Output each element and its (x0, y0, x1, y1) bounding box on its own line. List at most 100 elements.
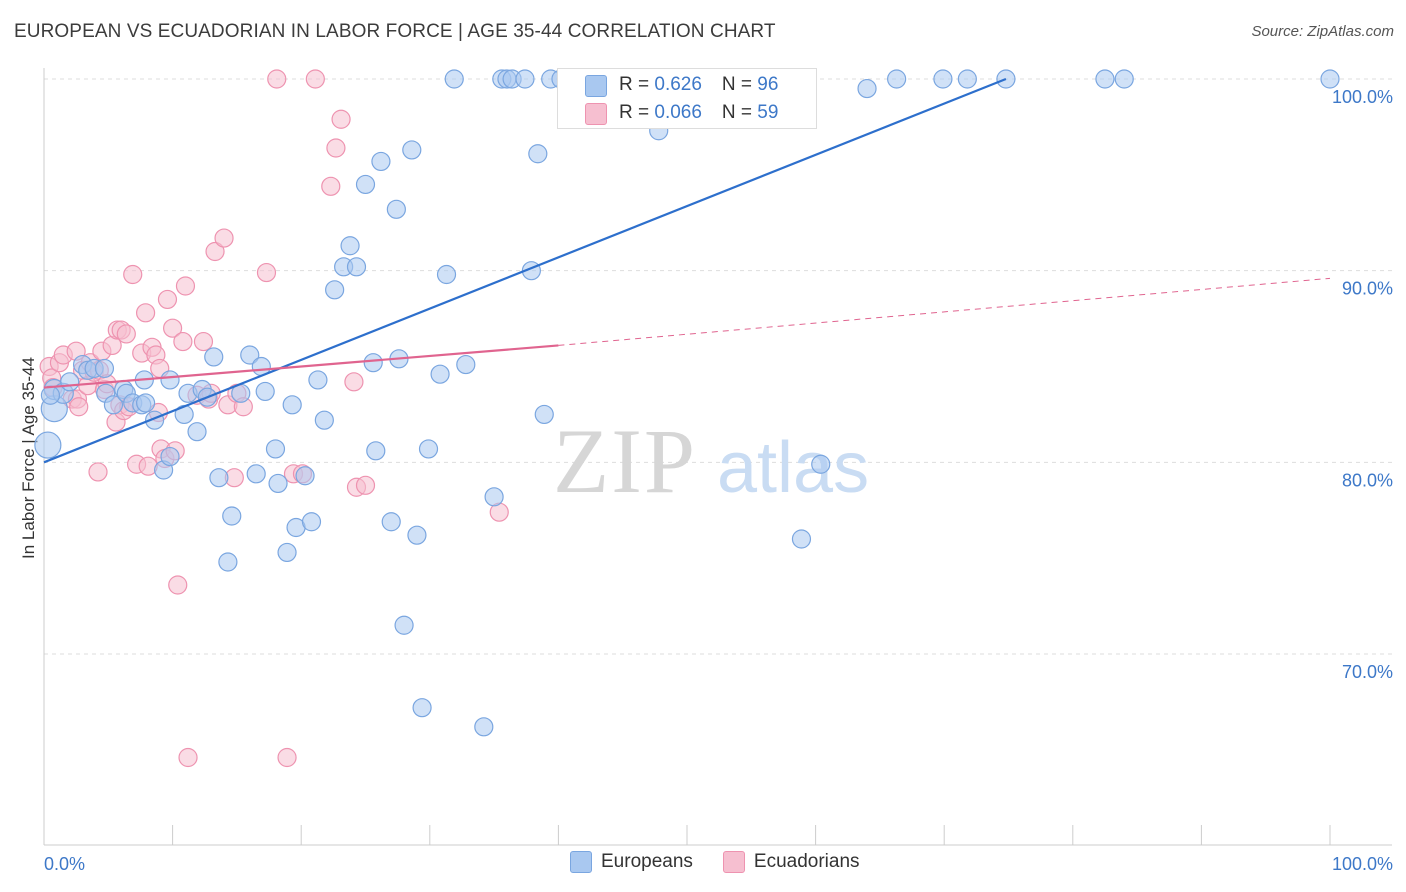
europeans-point (308, 370, 328, 390)
europeans-point (255, 381, 275, 402)
legend-stats-europeans: R = 0.626 N = 96 (619, 74, 778, 96)
ecuadorians-point (168, 575, 188, 595)
n-label: N = (721, 74, 758, 95)
ecuadorians-point (116, 324, 136, 344)
europeans-point (381, 512, 401, 532)
legend-stats-ecuadorians: R = 0.066 N = 59 (619, 102, 778, 124)
europeans-point (40, 385, 61, 405)
y-axis-label: In Labor Force | Age 35-44 (19, 357, 38, 559)
europeans-point (515, 69, 535, 89)
europeans-point (957, 69, 977, 89)
europeans-point (282, 395, 302, 415)
ecuadorians-point (175, 276, 196, 296)
europeans-point (34, 431, 62, 459)
y-tick-label: 80.0% (1342, 470, 1393, 490)
legend-swatch-ecuadorians (585, 103, 607, 125)
tick-labels: 100.0% 90.0% 80.0% 70.0% 0.0% 100.0% (44, 87, 1393, 874)
europeans-point (268, 473, 288, 494)
n-value: 59 (757, 102, 779, 123)
europeans-point (430, 364, 450, 384)
legend-swatch-ecuadorians (722, 851, 745, 873)
y-tick-label: 100.0% (1332, 87, 1393, 107)
legend-item-europeans[interactable]: Europeans (570, 851, 693, 873)
ecuadorians-point (178, 747, 198, 768)
ecuadorians-point (331, 109, 351, 129)
europeans-point (933, 69, 953, 89)
x-tick-label: 100.0% (1332, 854, 1393, 874)
ecuadorians-point (256, 262, 277, 283)
ecuadorians-point (69, 397, 89, 417)
ecuadorians-trend-extension (558, 277, 1331, 346)
legend-label-europeans: Europeans (601, 851, 693, 872)
europeans-point (277, 542, 297, 563)
europeans-point (295, 466, 315, 486)
ecuadorians-point (214, 228, 234, 248)
europeans-point (534, 404, 554, 425)
ecuadorians-point (321, 176, 341, 196)
ecuadorians-point (277, 747, 297, 768)
europeans-point (346, 257, 367, 277)
ecuadorians-point (267, 69, 287, 89)
europeans-point (204, 347, 224, 367)
ecuadorians-point (326, 138, 346, 158)
source-credit: Source: ZipAtlas.com (1251, 23, 1394, 40)
legend-label-ecuadorians: Ecuadorians (753, 851, 860, 872)
ecuadorians-point (173, 331, 193, 352)
legend-item-ecuadorians[interactable]: Ecuadorians (722, 851, 860, 873)
ecuadorians-point (157, 289, 178, 310)
europeans-point (103, 395, 124, 415)
europeans-point (412, 698, 432, 718)
ecuadorians-point (193, 331, 214, 352)
europeans-point (444, 69, 464, 89)
europeans-point (94, 358, 115, 379)
europeans-point (135, 393, 156, 413)
europeans-point (314, 410, 334, 430)
europeans-point (209, 468, 229, 488)
europeans-point (301, 512, 322, 532)
europeans-point (386, 199, 406, 219)
n-label: N = (721, 102, 758, 123)
legend-swatch-europeans (570, 851, 592, 873)
europeans-point (887, 69, 907, 89)
europeans-point (474, 717, 494, 737)
europeans-point (394, 615, 414, 635)
watermark-zip: ZIP (553, 410, 697, 512)
x-tick-label: 0.0% (44, 854, 85, 874)
europeans-point (340, 236, 360, 256)
y-tick-label: 90.0% (1342, 279, 1393, 299)
europeans-point (363, 353, 383, 373)
europeans-point (60, 372, 80, 392)
europeans-point (791, 529, 812, 549)
correlation-legend-content: R = 0.626 N = 96 R = 0.066 N = 59 (557, 68, 817, 129)
r-label: R = (619, 102, 655, 123)
n-value: 96 (757, 74, 779, 95)
series-legend: Europeans Ecuadorians (570, 851, 890, 873)
ecuadorians-points (39, 69, 509, 768)
legend-swatch-europeans (585, 75, 607, 97)
europeans-point (528, 144, 548, 164)
europeans-point (811, 454, 831, 474)
europeans-point (456, 354, 476, 375)
watermark-atlas: atlas (717, 428, 869, 508)
ecuadorians-point (355, 475, 376, 495)
europeans-point (436, 264, 457, 285)
europeans-point (1114, 69, 1134, 89)
correlation-legend (557, 68, 817, 129)
chart-title: EUROPEAN VS ECUADORIAN IN LABOR FORCE | … (14, 21, 776, 42)
europeans-point (857, 78, 877, 99)
europeans-point (240, 345, 260, 365)
y-tick-label: 70.0% (1342, 662, 1393, 682)
ecuadorians-point (135, 303, 156, 323)
r-value: 0.626 (654, 74, 702, 95)
ecuadorians-point (344, 372, 364, 392)
europeans-point (484, 487, 504, 507)
europeans-point (246, 464, 266, 484)
europeans-point (371, 151, 391, 172)
europeans-point (160, 446, 180, 467)
europeans-trend-line (43, 77, 1007, 464)
r-value: 0.066 (654, 102, 702, 123)
europeans-point (418, 439, 439, 459)
europeans-point (265, 439, 286, 459)
europeans-point (1320, 69, 1340, 89)
